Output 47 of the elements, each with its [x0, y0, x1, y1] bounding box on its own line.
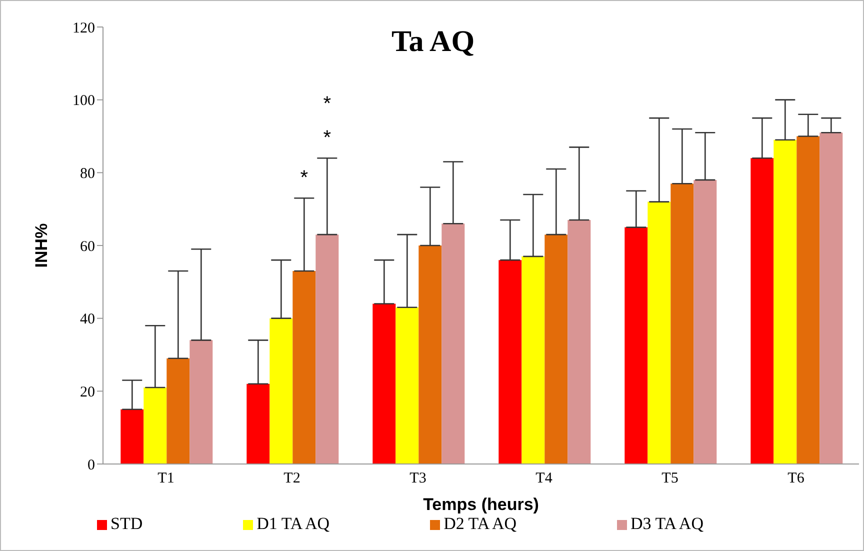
bar — [442, 224, 465, 464]
x-tick-label: T4 — [536, 470, 553, 487]
y-tick-label: 60 — [80, 238, 95, 255]
legend-label: D3 TA AQ — [630, 514, 704, 533]
x-tick-label: T5 — [662, 470, 678, 487]
asterisk: * — [300, 167, 308, 190]
legend-label: D2 TA AQ — [444, 514, 517, 533]
y-tick-label: 120 — [72, 20, 95, 36]
y-tick-label: 0 — [88, 457, 95, 474]
y-tick-label: 40 — [80, 312, 95, 328]
asterisk: * — [323, 93, 332, 116]
bar — [774, 140, 797, 464]
y-tick-label: 20 — [80, 384, 95, 400]
bar — [166, 358, 190, 464]
bar — [522, 256, 545, 464]
bar — [750, 158, 774, 464]
y-axis-title: INH% — [32, 223, 52, 268]
bar — [418, 246, 442, 464]
bar — [144, 388, 167, 464]
bar — [544, 234, 568, 464]
bar — [820, 132, 843, 464]
bar — [372, 304, 396, 464]
x-tick-label: T2 — [284, 470, 300, 487]
bar — [270, 318, 293, 464]
chart-title: Ta AQ — [391, 25, 475, 58]
legend-label: D1 TA AQ — [256, 514, 330, 533]
x-tick-label: T6 — [788, 470, 805, 487]
x-axis-title: Temps (heurs) — [423, 495, 539, 514]
bar — [396, 307, 419, 464]
legend-label: STD — [110, 514, 143, 533]
bar — [246, 384, 270, 464]
y-tick-label: 100 — [72, 93, 95, 110]
bar — [120, 409, 144, 464]
x-tick-label: T1 — [158, 470, 174, 487]
bar — [568, 220, 591, 464]
bar — [624, 227, 648, 464]
bar — [316, 234, 339, 464]
bar — [648, 202, 671, 464]
bar — [190, 340, 213, 464]
bar — [694, 180, 717, 464]
y-tick-label: 80 — [80, 166, 95, 182]
asterisk: * — [323, 127, 332, 150]
bar — [796, 136, 820, 464]
x-tick-label: T3 — [410, 470, 426, 487]
bar — [498, 260, 522, 464]
bar — [292, 270, 316, 464]
bar — [670, 184, 694, 464]
